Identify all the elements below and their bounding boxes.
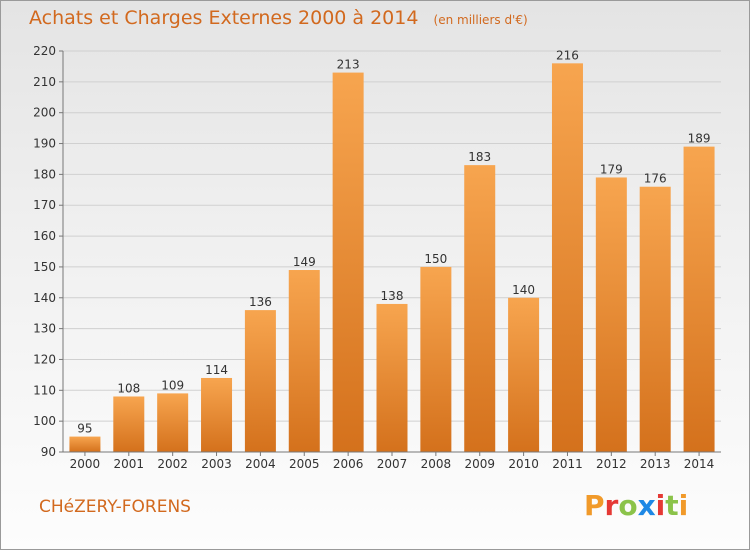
y-tick-label: 160 (33, 229, 56, 243)
bar-2006 (332, 72, 364, 452)
bar-2009 (464, 165, 496, 452)
bar-2003 (201, 377, 233, 452)
logo-letter: x (637, 489, 656, 522)
bar-2008 (420, 266, 452, 452)
value-label-2010: 140 (512, 283, 535, 297)
y-tick-label: 200 (33, 106, 56, 120)
value-label-2013: 176 (644, 172, 667, 186)
bar-2010 (508, 297, 540, 452)
value-label-2005: 149 (293, 255, 316, 269)
bar-2005 (288, 270, 320, 452)
y-tick-label: 190 (33, 137, 56, 151)
x-tick-label-2010: 2010 (508, 457, 539, 471)
bar-2002 (157, 393, 189, 452)
value-label-2008: 150 (424, 252, 447, 266)
data-labels: 95 108 109 114 136 149 213 138 150 183 140 216 179 17… (77, 48, 710, 435)
x-tick-label-2005: 2005 (289, 457, 320, 471)
y-tick-label: 100 (33, 414, 56, 428)
value-label-2001: 108 (117, 381, 140, 395)
y-tick-label: 130 (33, 322, 56, 336)
y-tick-label: 150 (33, 260, 56, 274)
value-label-2002: 109 (161, 378, 184, 392)
bar-2001 (113, 396, 145, 452)
x-tick-label-2003: 2003 (201, 457, 232, 471)
value-label-2006: 213 (337, 58, 360, 72)
value-label-2004: 136 (249, 295, 272, 309)
logo-letter: i (678, 489, 689, 522)
bar-2000 (69, 436, 101, 452)
x-tick-label-2004: 2004 (245, 457, 276, 471)
y-tick-label: 170 (33, 198, 56, 212)
value-label-2009: 183 (468, 150, 491, 164)
logo-letter: t (665, 489, 679, 522)
logo-letter: P (584, 489, 605, 522)
x-tick-label-2007: 2007 (377, 457, 408, 471)
axes: 90 100 110 120 130 140 150 160 170 180 190 200 210 22… (33, 44, 721, 471)
y-tick-label: 220 (33, 44, 56, 58)
bar-2007 (376, 303, 408, 452)
x-tick-label-2000: 2000 (70, 457, 101, 471)
bar-2013 (639, 186, 671, 452)
chart-title: Achats et Charges Externes 2000 à 2014 (29, 7, 419, 29)
value-label-2011: 216 (556, 48, 579, 62)
value-label-2007: 138 (381, 289, 404, 303)
x-tick-label-2011: 2011 (552, 457, 583, 471)
x-tick-label-2013: 2013 (640, 457, 671, 471)
y-tick-label: 140 (33, 291, 56, 305)
x-tick-label-2001: 2001 (114, 457, 145, 471)
x-tick-label-2014: 2014 (684, 457, 715, 471)
y-tick-label: 90 (41, 445, 56, 459)
chart-unit-note: (en milliers d'€) (433, 13, 528, 27)
logo-letter: o (618, 489, 638, 522)
proxiti-logo: Proxiti (584, 489, 688, 522)
x-tick-label-2002: 2002 (157, 457, 188, 471)
value-label-2000: 95 (77, 422, 92, 436)
value-label-2014: 189 (688, 132, 711, 146)
bars (69, 63, 715, 452)
x-tick-label-2008: 2008 (421, 457, 452, 471)
bar-2004 (244, 310, 276, 452)
y-tick-label: 210 (33, 75, 56, 89)
y-tick-label: 110 (33, 383, 56, 397)
chart-title-block: Achats et Charges Externes 2000 à 2014 (… (29, 7, 528, 29)
y-tick-label: 180 (33, 167, 56, 181)
x-tick-label-2006: 2006 (333, 457, 364, 471)
bar-2011 (551, 63, 583, 452)
value-label-2003: 114 (205, 363, 228, 377)
y-tick-label: 120 (33, 352, 56, 366)
logo-letter: i (655, 489, 666, 522)
bar-2012 (595, 177, 627, 452)
x-tick-label-2009: 2009 (464, 457, 495, 471)
commune-name: CHéZERY-FORENS (39, 497, 191, 517)
value-label-2012: 179 (600, 162, 623, 176)
x-tick-label-2012: 2012 (596, 457, 627, 471)
logo-letter: r (604, 489, 619, 522)
bar-2014 (683, 146, 715, 452)
